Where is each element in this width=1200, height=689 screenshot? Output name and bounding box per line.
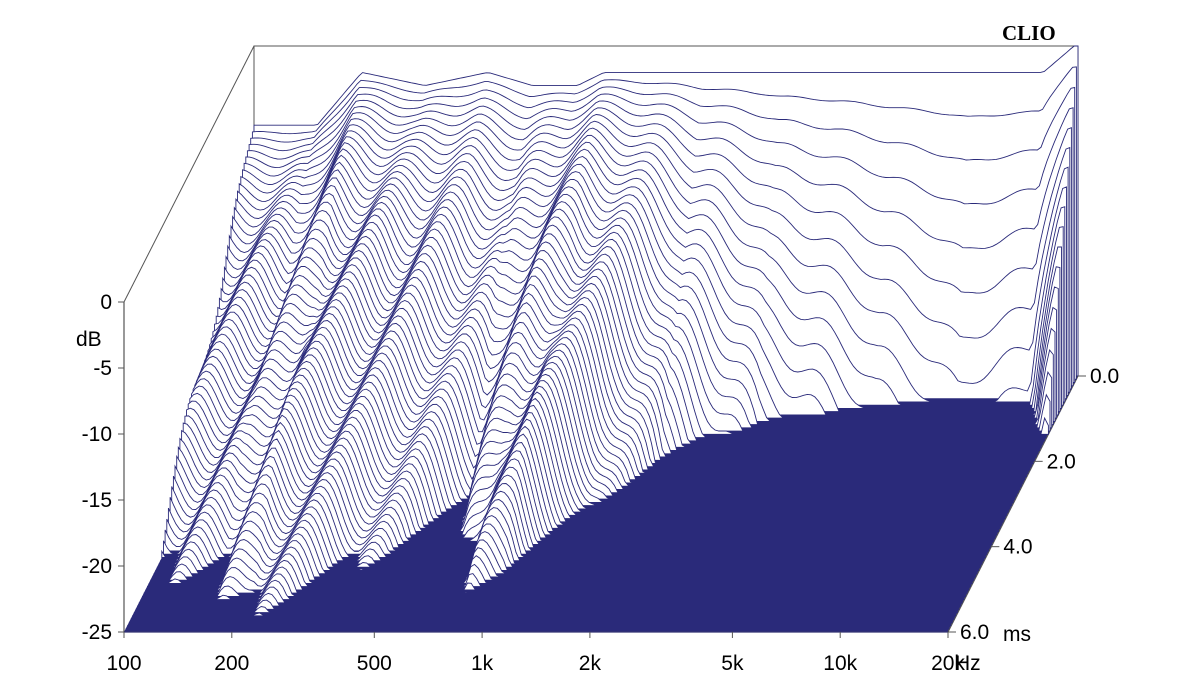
z-tick-label: 4.0 <box>1003 536 1032 559</box>
z-tick-label: 2.0 <box>1047 450 1076 473</box>
left-top-edge <box>123 45 255 303</box>
y-tick-label: -5 <box>93 357 112 380</box>
decay-slice <box>132 612 957 617</box>
decay-slice <box>133 606 958 614</box>
decay-slice <box>177 394 1003 526</box>
decay-slice <box>176 401 1001 529</box>
decay-slice <box>142 573 967 597</box>
y-axis-ticks: 0 -5 -10 -15 -20 -25 <box>82 291 124 644</box>
y-axis-label: dB <box>76 328 102 351</box>
z-axis-line <box>947 375 1079 633</box>
y-tick-label: -20 <box>82 555 112 578</box>
y-tick-label: -25 <box>82 621 112 644</box>
waterfall-slices <box>124 45 1079 633</box>
decay-slice <box>140 579 965 601</box>
z-axis-unit-label: ms <box>1003 623 1031 646</box>
y-tick-label: -15 <box>82 489 112 512</box>
z-axis-ticks: 0.0 2.0 4.0 6.0 <box>948 365 1119 644</box>
y-tick-label: 0 <box>100 291 112 314</box>
decay-slice <box>137 592 962 607</box>
x-axis-unit-label: Hz <box>955 652 981 675</box>
x-tick-label: 500 <box>357 652 392 675</box>
x-tick-label: 2k <box>579 652 602 675</box>
x-axis-ticks: 100 200 500 1k 2k 5k 10k 20k <box>106 632 965 675</box>
x-tick-label: 200 <box>214 652 249 675</box>
x-tick-label: 5k <box>721 652 744 675</box>
z-tick-label: 0.0 <box>1090 365 1119 388</box>
x-tick-label: 20k <box>931 652 965 675</box>
z-tick-label: 6.0 <box>960 621 989 644</box>
x-tick-label: 10k <box>823 652 857 675</box>
decay-slice <box>138 586 963 604</box>
decay-slice <box>135 599 960 610</box>
x-tick-label: 100 <box>106 652 141 675</box>
x-tick-label: 1k <box>471 652 494 675</box>
y-tick-label: -10 <box>82 423 112 446</box>
brand-logo-text: CLIO <box>1002 21 1056 45</box>
